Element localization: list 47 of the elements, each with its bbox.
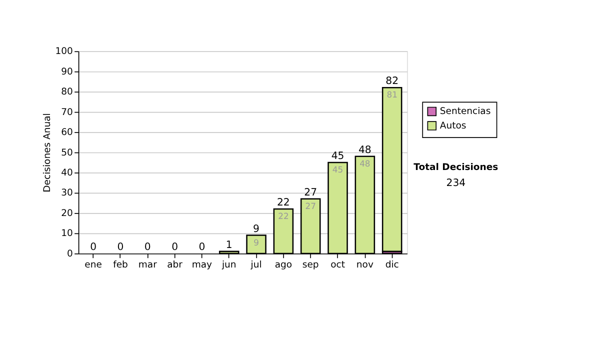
x-tick-label: abr xyxy=(167,259,183,270)
data-label: 9 xyxy=(254,237,259,248)
data-label: 81 xyxy=(386,90,398,100)
x-tick-label: jul xyxy=(250,259,262,270)
total-label: 0 xyxy=(90,242,97,254)
y-tick-label: 40 xyxy=(61,168,73,179)
legend-label: Sentencias xyxy=(440,106,491,117)
total-label: 9 xyxy=(253,224,260,235)
y-tick-label: 20 xyxy=(61,208,73,219)
y-tick-label: 50 xyxy=(61,147,73,158)
total-label: 0 xyxy=(172,242,178,254)
y-axis-title: Decisiones Anual xyxy=(42,113,54,192)
x-tick-label: ene xyxy=(84,259,102,270)
total-label: 0 xyxy=(198,242,206,254)
text: 234 xyxy=(446,178,466,190)
y-tick-label: 100 xyxy=(55,46,74,58)
y-tick-label: 0 xyxy=(67,248,74,260)
x-tick-label: sep xyxy=(302,259,319,270)
x-tick-label: oct xyxy=(330,259,346,270)
total-label: 27 xyxy=(304,187,318,198)
y-tick-label: 30 xyxy=(61,188,73,199)
y-tick-label: 70 xyxy=(61,106,73,118)
total-label: 1 xyxy=(226,240,232,252)
data-label: 48 xyxy=(360,158,370,168)
y-tick-label: 90 xyxy=(61,66,73,78)
y-tick-label: 60 xyxy=(61,127,73,138)
data-label: 22 xyxy=(278,211,289,222)
total-label: 45 xyxy=(331,151,344,162)
bar xyxy=(382,86,402,252)
total-label: 0 xyxy=(144,242,151,254)
total-label: 48 xyxy=(358,145,372,156)
legend-label: Autos xyxy=(440,120,466,132)
total-label: 82 xyxy=(386,76,399,88)
x-tick-label: nov xyxy=(356,259,374,270)
data-label: 27 xyxy=(305,200,316,211)
total-label: 22 xyxy=(277,198,290,209)
y-tick-label: 80 xyxy=(61,86,73,98)
y-tick-label: 10 xyxy=(61,228,73,240)
data-label: 45 xyxy=(332,164,344,175)
x-tick-label: may xyxy=(192,259,213,270)
text: Total Decisiones xyxy=(414,162,499,174)
total-label: 0 xyxy=(117,242,124,254)
x-tick-label: dic xyxy=(385,259,399,270)
x-tick-label: mar xyxy=(138,259,158,270)
x-tick-label: feb xyxy=(113,259,128,270)
x-tick-label: jun xyxy=(220,259,236,270)
x-tick-label: ago xyxy=(274,259,292,270)
